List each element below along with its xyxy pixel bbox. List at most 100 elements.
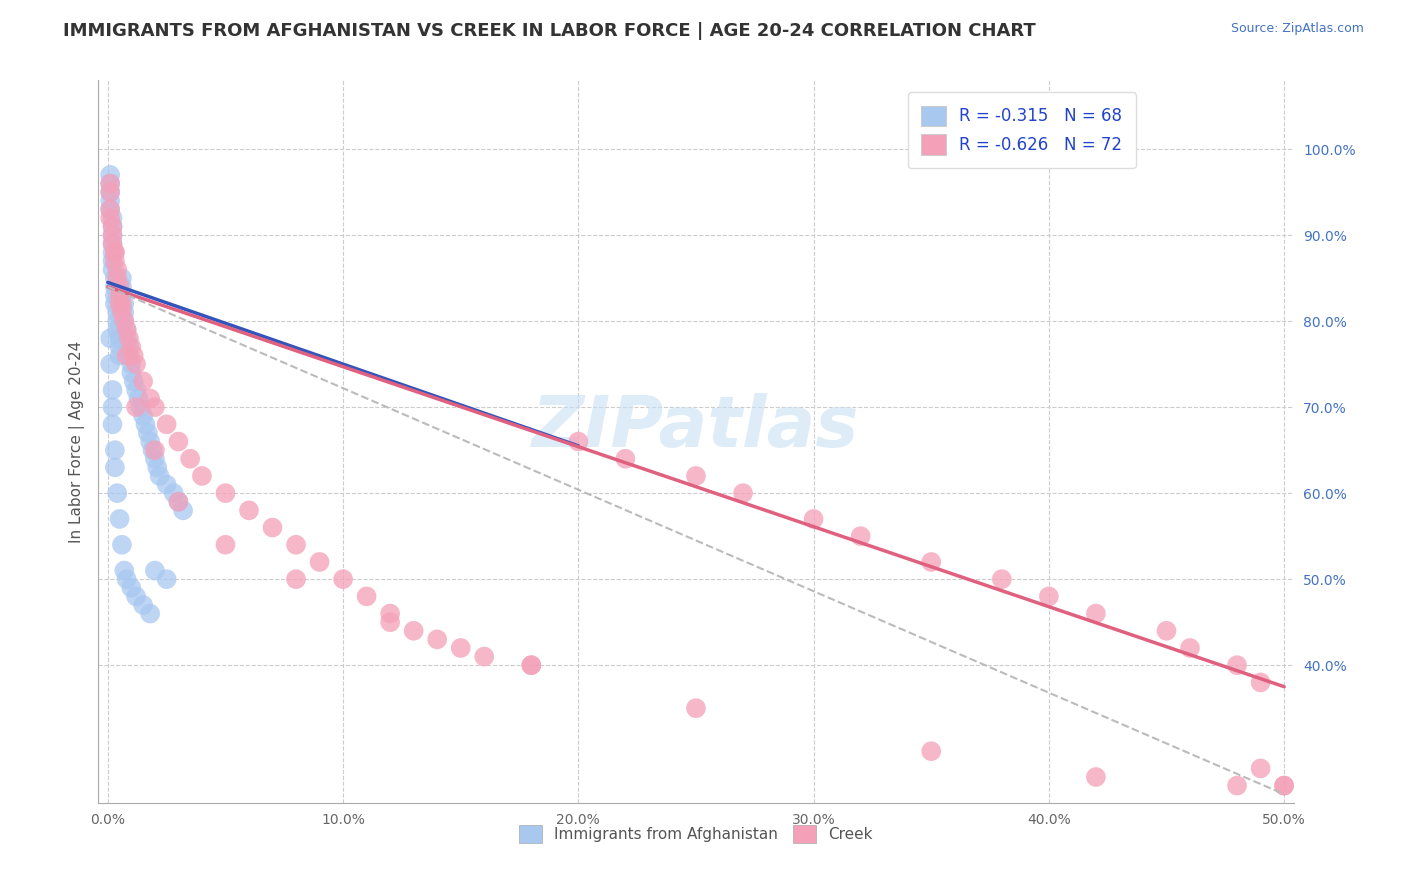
Point [1084, 607, 1107, 621]
Point [167, 494, 190, 508]
Point [1250, 761, 1272, 775]
Point [104, 460, 127, 475]
Point [1226, 779, 1249, 793]
Point [108, 288, 131, 302]
Point [731, 486, 754, 500]
Point [143, 451, 166, 466]
Point [98, 168, 121, 182]
Point [108, 349, 131, 363]
Point [1226, 658, 1249, 673]
Point [991, 572, 1014, 586]
Point [156, 572, 179, 586]
Point [101, 236, 124, 251]
Point [111, 279, 134, 293]
Point [920, 744, 942, 758]
Point [149, 469, 172, 483]
Point [567, 434, 589, 449]
Point [115, 331, 138, 345]
Point [214, 486, 236, 500]
Point [139, 392, 162, 406]
Point [179, 451, 201, 466]
Point [125, 383, 148, 397]
Point [104, 271, 127, 285]
Point [101, 236, 124, 251]
Point [105, 323, 128, 337]
Point [104, 288, 127, 302]
Y-axis label: In Labor Force | Age 20-24: In Labor Force | Age 20-24 [69, 341, 84, 542]
Point [104, 245, 127, 260]
Point [238, 503, 260, 517]
Point [378, 607, 401, 621]
Point [101, 219, 124, 234]
Point [111, 297, 134, 311]
Point [104, 279, 127, 293]
Point [98, 357, 121, 371]
Point [378, 615, 401, 630]
Point [111, 271, 134, 285]
Point [111, 538, 134, 552]
Point [104, 245, 127, 260]
Point [108, 331, 131, 345]
Point [105, 305, 128, 319]
Text: ZIPatlas: ZIPatlas [533, 392, 859, 461]
Point [285, 538, 308, 552]
Point [1084, 770, 1107, 784]
Point [156, 477, 179, 491]
Point [141, 443, 163, 458]
Point [105, 271, 128, 285]
Point [115, 572, 138, 586]
Point [120, 357, 142, 371]
Point [1272, 779, 1295, 793]
Text: IMMIGRANTS FROM AFGHANISTAN VS CREEK IN LABOR FORCE | AGE 20-24 CORRELATION CHAR: IMMIGRANTS FROM AFGHANISTAN VS CREEK IN … [63, 22, 1036, 40]
Point [98, 202, 121, 217]
Point [111, 305, 134, 319]
Point [143, 443, 166, 458]
Point [685, 701, 707, 715]
Point [614, 451, 637, 466]
Point [125, 357, 148, 371]
Point [111, 288, 134, 302]
Point [139, 434, 162, 449]
Point [112, 305, 135, 319]
Point [191, 469, 214, 483]
Point [402, 624, 425, 638]
Point [98, 185, 121, 199]
Point [920, 555, 942, 569]
Point [143, 564, 166, 578]
Point [101, 211, 124, 225]
Point [125, 400, 148, 414]
Point [108, 340, 131, 354]
Point [118, 349, 141, 363]
Point [143, 400, 166, 414]
Point [132, 375, 155, 389]
Point [139, 607, 162, 621]
Point [285, 572, 308, 586]
Point [163, 486, 186, 500]
Text: Source: ZipAtlas.com: Source: ZipAtlas.com [1230, 22, 1364, 36]
Point [520, 658, 543, 673]
Point [101, 219, 124, 234]
Point [122, 349, 145, 363]
Point [98, 211, 121, 225]
Point [132, 598, 155, 612]
Point [115, 323, 138, 337]
Point [101, 400, 124, 414]
Point [849, 529, 872, 543]
Point [167, 494, 190, 508]
Point [115, 349, 138, 363]
Point [356, 590, 378, 604]
Point [1038, 590, 1060, 604]
Point [136, 425, 159, 440]
Point [129, 400, 152, 414]
Point [104, 253, 127, 268]
Point [98, 185, 121, 199]
Point [262, 520, 284, 534]
Point [98, 194, 121, 208]
Point [520, 658, 543, 673]
Point [134, 417, 156, 432]
Point [101, 245, 124, 260]
Point [101, 262, 124, 277]
Point [125, 590, 148, 604]
Point [98, 331, 121, 345]
Point [120, 340, 142, 354]
